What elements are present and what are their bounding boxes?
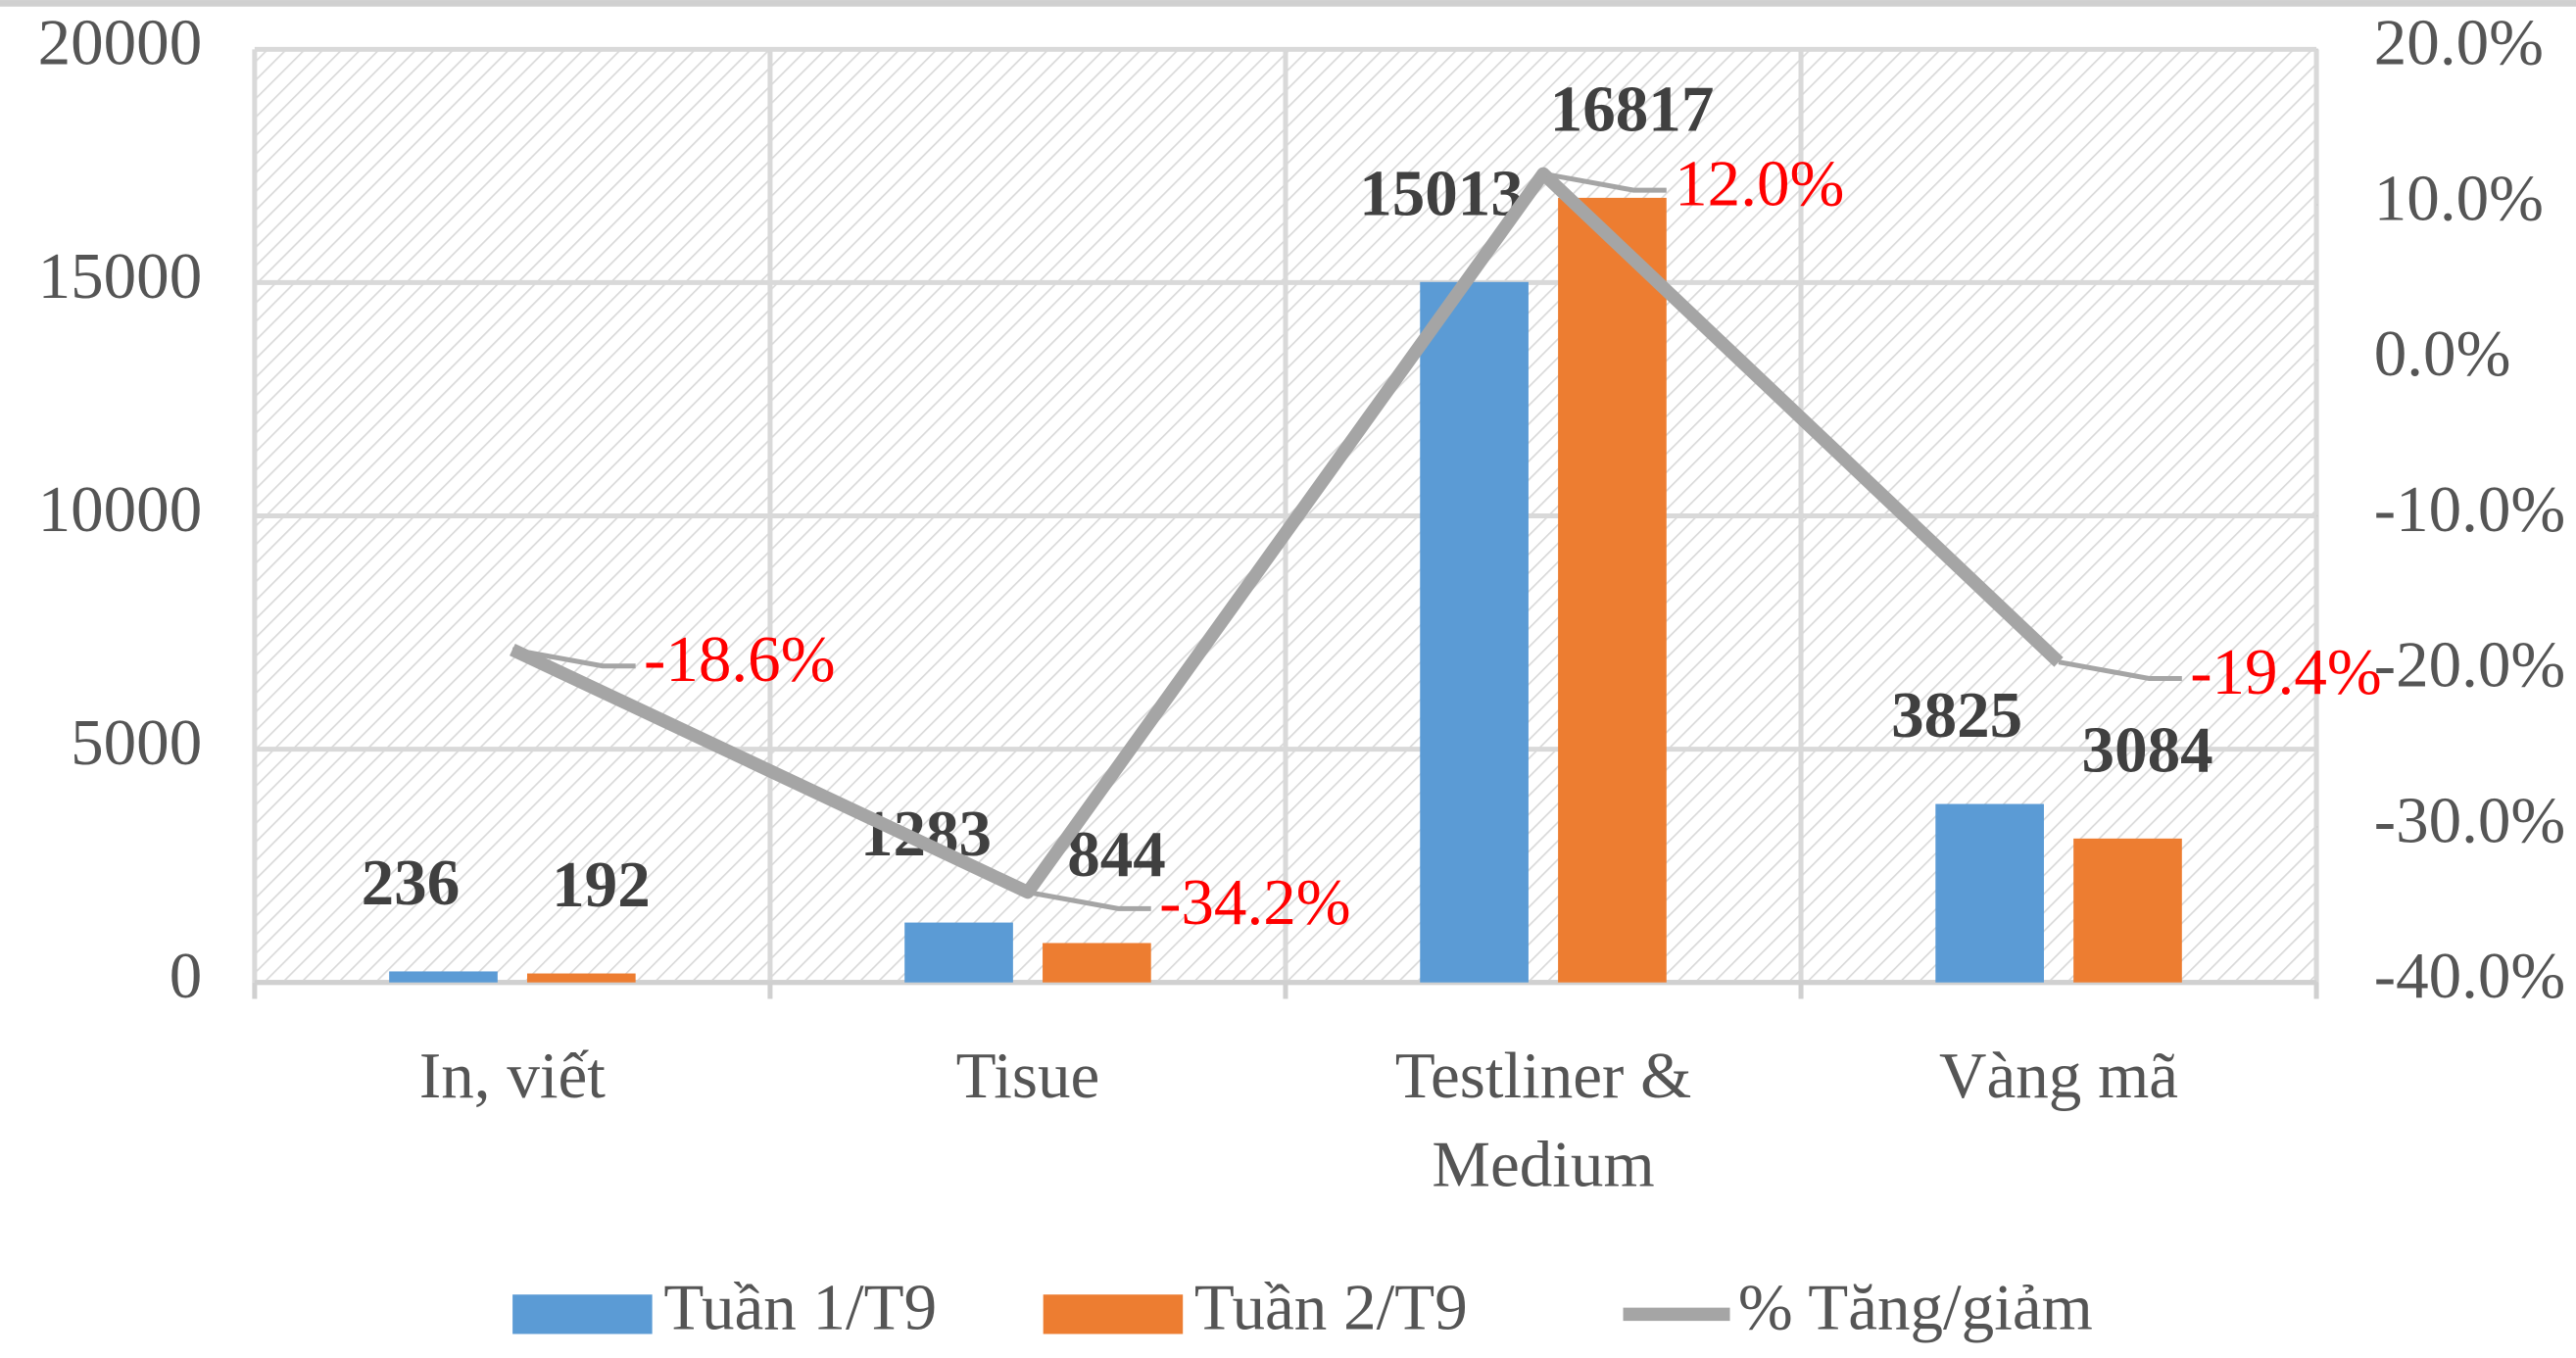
bar xyxy=(1558,197,1667,983)
y2-tick-label: -40.0% xyxy=(2374,939,2566,1012)
leader-line xyxy=(1542,170,1667,193)
line-series xyxy=(510,167,2064,899)
line-value-label: -34.2% xyxy=(1159,865,1351,939)
x-tick-label-box: Testliner & Medium xyxy=(1394,1038,1692,1201)
legend-swatch xyxy=(1043,1294,1184,1334)
legend-label: Tuần 2/T9 xyxy=(1194,1271,1468,1344)
x-tick-label-box: Vàng mã xyxy=(1939,1038,2179,1113)
bar-value-label: 844 xyxy=(1067,817,1166,891)
bar xyxy=(904,922,1013,983)
y2-tick-label: -10.0% xyxy=(2374,472,2566,546)
top-border xyxy=(0,0,2576,7)
line-value-label: -19.4% xyxy=(2190,635,2382,708)
bar xyxy=(1935,803,2044,983)
x-tick-label-box: Tisue xyxy=(955,1038,1100,1113)
x-tick-label: Vàng mã xyxy=(1939,1038,2179,1113)
bar xyxy=(1420,281,1529,983)
leader-line xyxy=(1027,890,1151,911)
bar-value-label: 3084 xyxy=(2082,712,2213,786)
y-tick-label: 15000 xyxy=(38,239,203,313)
bar-value-label: 236 xyxy=(362,846,461,919)
bar-value-label: 15013 xyxy=(1359,156,1524,229)
x-tick-label-box: In, viết xyxy=(418,1038,606,1113)
x-tick-label: In, viết xyxy=(418,1038,606,1113)
bar-value-label: 16817 xyxy=(1550,72,1715,145)
bar xyxy=(389,971,498,983)
y-tick-label: 20000 xyxy=(38,6,203,79)
y-tick-label: 5000 xyxy=(71,705,202,779)
x-tick-label: Testliner & Medium xyxy=(1394,1038,1692,1201)
line-value-label: 12.0% xyxy=(1675,146,1844,219)
leader-line xyxy=(2058,659,2182,681)
y2-tick-label: 0.0% xyxy=(2374,316,2511,390)
y-tick-label: 10000 xyxy=(38,472,203,546)
y2-tick-label: 20.0% xyxy=(2374,6,2544,79)
bar xyxy=(526,973,636,983)
leader-line xyxy=(511,647,636,669)
bar xyxy=(2073,838,2182,983)
y2-tick-label: -30.0% xyxy=(2374,783,2566,856)
x-tick-label: Tisue xyxy=(955,1038,1100,1113)
legend-label: Tuần 1/T9 xyxy=(663,1271,937,1344)
y2-tick-label: -20.0% xyxy=(2374,628,2566,702)
bar-value-label: 192 xyxy=(552,848,651,921)
y2-tick-label: 10.0% xyxy=(2374,161,2544,234)
bar xyxy=(1043,943,1151,983)
bar-value-label: 3825 xyxy=(1891,678,2022,752)
y-tick-label: 0 xyxy=(170,939,203,1012)
line-value-label: -18.6% xyxy=(644,622,836,696)
legend-label: % Tăng/giảm xyxy=(1738,1271,2093,1344)
legend-swatch xyxy=(512,1294,653,1334)
